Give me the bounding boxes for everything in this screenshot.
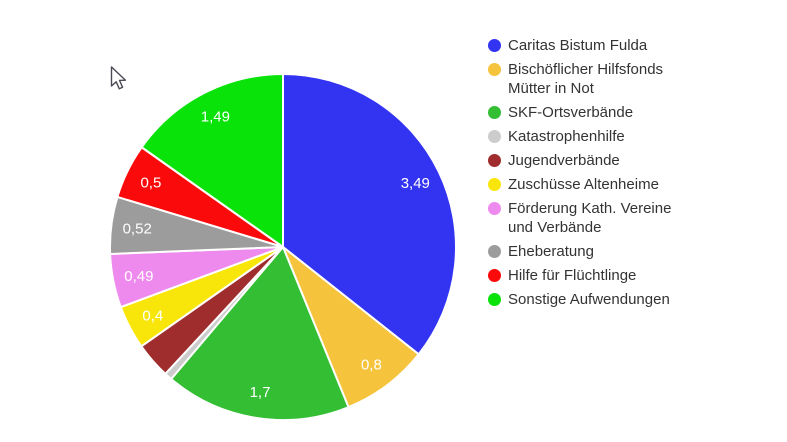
legend-item-caritas-bistum-fulda[interactable]: Caritas Bistum Fulda <box>488 36 698 55</box>
pie-slice-bischoeflicher-hilfsfonds-muetter-in-not[interactable] <box>282 246 420 409</box>
legend-item-label: Zuschüsse Altenheime <box>508 176 659 193</box>
legend-item-skf-ortsverbaende[interactable]: SKF-Ortsverbände <box>488 103 698 122</box>
slice-value-label-zuschuesse-altenheime: 0,4 <box>142 307 163 324</box>
slice-value-label-bischoeflicher-hilfsfonds-muetter-in-not: 0,8 <box>361 357 382 374</box>
pie-slice-caritas-bistum-fulda[interactable] <box>282 73 457 356</box>
legend-color-dot-icon <box>488 154 501 167</box>
legend-item-label: Caritas Bistum Fulda <box>508 37 648 54</box>
legend-item-label: Katastrophenhilfe <box>508 128 625 145</box>
legend-color-dot-icon <box>488 269 501 282</box>
legend-item-katastrophenhilfe[interactable]: Katastrophenhilfe <box>488 127 698 146</box>
legend: Caritas Bistum Fulda Bischöflicher Hilfs… <box>488 36 698 314</box>
slice-value-label-skf-ortsverbaende: 1,7 <box>250 384 271 401</box>
legend-item-jugendverbaende[interactable]: Jugendverbände <box>488 151 698 170</box>
legend-item-hilfe-fuer-fluechtlinge[interactable]: Hilfe für Flüchtlinge <box>488 266 698 285</box>
slice-value-label-caritas-bistum-fulda: 3,49 <box>401 175 430 192</box>
slice-value-label-sonstige-aufwendungen: 1,49 <box>201 109 230 126</box>
legend-color-dot-icon <box>488 130 501 143</box>
legend-item-label: Eheberatung <box>508 243 594 260</box>
slice-value-label-hilfe-fuer-fluechtlinge: 0,5 <box>140 175 161 192</box>
pie-slice-sonstige-aufwendungen[interactable] <box>140 73 284 248</box>
legend-item-label: Förderung Kath. Vereine und Verbände <box>508 200 672 236</box>
legend-item-zuschuesse-altenheime[interactable]: Zuschüsse Altenheime <box>488 175 698 194</box>
legend-item-label: Sonstige Aufwendungen <box>508 291 670 308</box>
legend-item-sonstige-aufwendungen[interactable]: Sonstige Aufwendungen <box>488 290 698 309</box>
legend-color-dot-icon <box>488 39 501 52</box>
legend-item-label: Hilfe für Flüchtlinge <box>508 267 637 284</box>
legend-item-eheberatung[interactable]: Eheberatung <box>488 242 698 261</box>
legend-color-dot-icon <box>488 178 501 191</box>
legend-item-label: Bischöflicher Hilfsfonds Mütter in Not <box>508 61 664 97</box>
legend-item-foerderung-kath-vereine-und-verbaende[interactable]: Förderung Kath. Vereine und Verbände <box>488 199 698 237</box>
legend-item-bischoeflicher-hilfsfonds-muetter-in-not[interactable]: Bischöflicher Hilfsfonds Mütter in Not <box>488 60 698 98</box>
slice-value-label-foerderung-kath-vereine-und-verbaende: 0,49 <box>124 268 153 285</box>
legend-color-dot-icon <box>488 293 501 306</box>
legend-color-dot-icon <box>488 63 501 76</box>
legend-color-dot-icon <box>488 106 501 119</box>
slice-value-label-eheberatung: 0,52 <box>123 220 152 237</box>
legend-color-dot-icon <box>488 245 501 258</box>
legend-item-label: SKF-Ortsverbände <box>508 104 634 121</box>
pie-slice-skf-ortsverbaende[interactable] <box>170 246 350 421</box>
legend-item-label: Jugendverbände <box>508 152 620 169</box>
legend-color-dot-icon <box>488 202 501 215</box>
